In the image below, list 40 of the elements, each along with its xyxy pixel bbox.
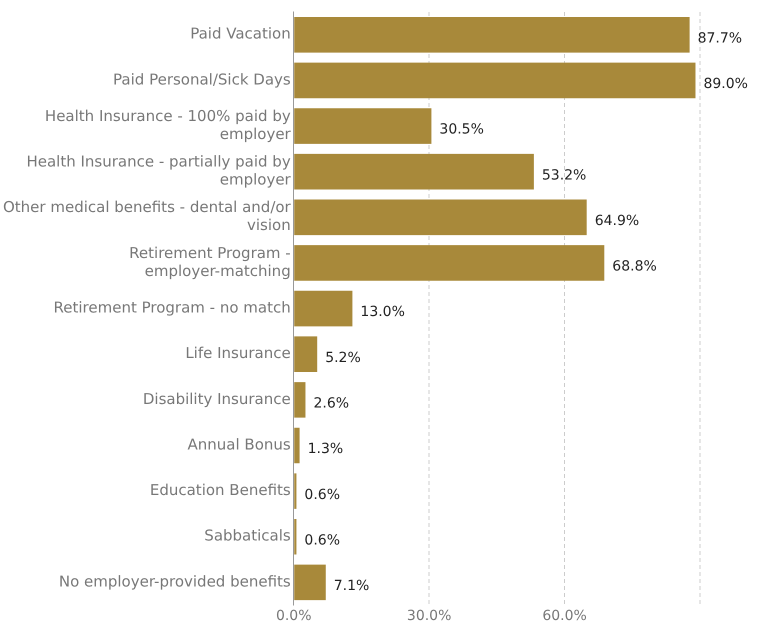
bar — [294, 564, 326, 600]
y-tick-label: Other medical benefits - dental and/or vision — [2, 198, 292, 234]
y-tick-label: No employer-provided benefits — [58, 572, 291, 590]
data-label: 30.5% — [439, 122, 484, 138]
data-label: 5.2% — [325, 350, 361, 366]
y-tick-label: Health Insurance - partially paid by employer — [26, 152, 292, 189]
data-label: 0.6% — [304, 486, 340, 503]
bar — [294, 382, 306, 418]
x-tick-label: 60.0% — [542, 608, 587, 624]
data-label: 13.0% — [360, 304, 405, 320]
y-tick-label: Education Benefits — [150, 481, 291, 500]
bar — [294, 245, 604, 281]
bar — [294, 17, 690, 53]
bar — [294, 336, 318, 372]
data-label: 1.3% — [308, 441, 344, 458]
bar — [294, 428, 300, 464]
bar — [294, 290, 352, 326]
y-tick-label: Sabbaticals — [204, 526, 291, 545]
data-label: 53.2% — [542, 167, 586, 184]
y-tick-label: Paid Personal/Sick Days — [113, 70, 291, 88]
y-tick-label: Retirement Program - employer-matching — [129, 244, 291, 280]
y-tick-label: Annual Bonus — [188, 435, 291, 454]
data-label: 68.8% — [612, 258, 657, 275]
data-label: 7.1% — [334, 578, 370, 594]
y-tick-label: Paid Vacation — [190, 24, 291, 43]
bar — [294, 154, 534, 190]
x-tick-label: 0.0% — [276, 608, 312, 624]
bar — [294, 108, 432, 144]
data-label: 89.0% — [703, 76, 748, 92]
data-label: 0.6% — [304, 532, 340, 548]
x-tick-label: 30.0% — [406, 608, 452, 624]
y-tick-label: Life Insurance — [185, 344, 291, 362]
data-label: 87.7% — [698, 30, 742, 46]
data-label: 2.6% — [313, 396, 350, 412]
y-tick-label: Health Insurance - 100% paid by employer — [44, 106, 292, 143]
bar — [294, 62, 696, 98]
y-tick-label: Disability Insurance — [142, 390, 291, 408]
y-tick-label: Retirement Program - no match — [54, 298, 291, 316]
data-label: 64.9% — [594, 212, 640, 229]
bar — [294, 200, 587, 236]
